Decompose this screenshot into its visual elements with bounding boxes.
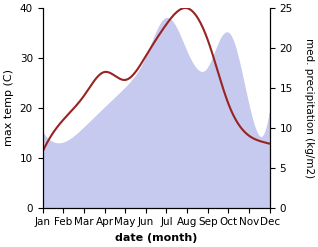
Y-axis label: med. precipitation (kg/m2): med. precipitation (kg/m2) (304, 38, 314, 178)
Y-axis label: max temp (C): max temp (C) (4, 69, 14, 146)
X-axis label: date (month): date (month) (115, 233, 197, 243)
